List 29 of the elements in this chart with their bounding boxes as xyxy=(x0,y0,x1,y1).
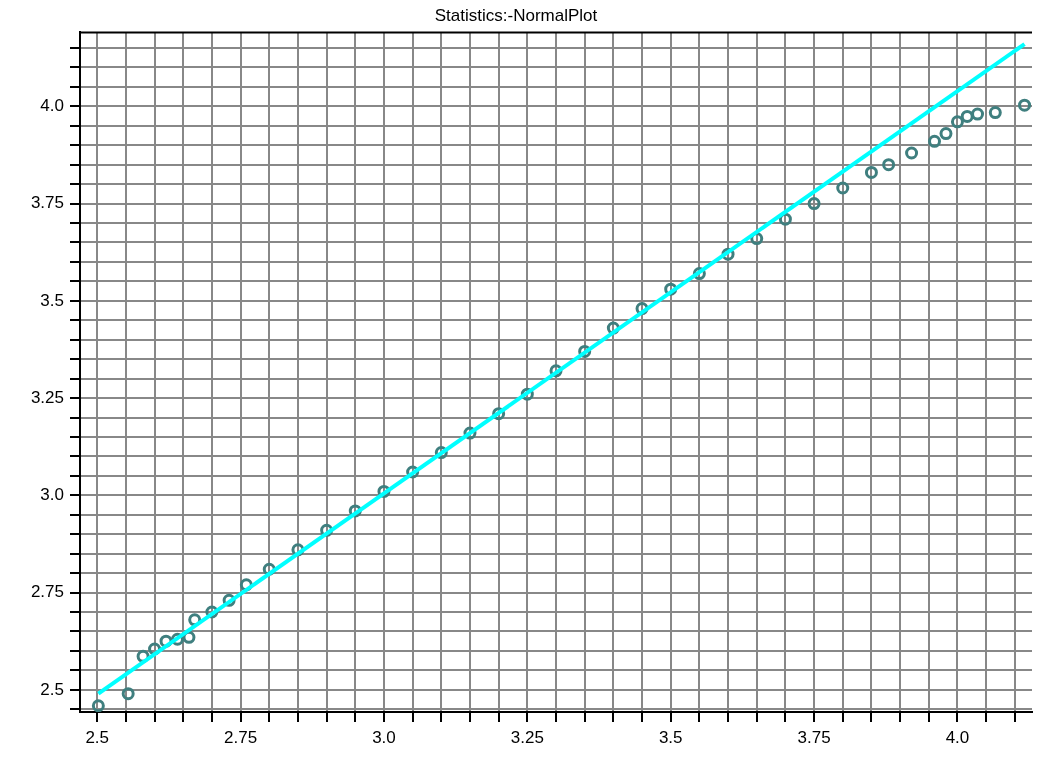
point xyxy=(807,197,821,211)
point xyxy=(928,134,942,148)
point xyxy=(882,158,896,172)
y-tick-label: 4.0 xyxy=(40,96,64,115)
x-tick-label: 4.0 xyxy=(945,727,970,747)
point xyxy=(1018,98,1032,112)
y-tick-label: 3.0 xyxy=(40,485,64,505)
point xyxy=(960,109,974,123)
point xyxy=(121,687,135,701)
x-tick-label: 2.75 xyxy=(224,727,258,747)
point xyxy=(939,127,953,141)
chart-title: Statistics:-NormalPlot xyxy=(434,5,598,25)
point xyxy=(91,699,105,712)
x-tick-label: 3.25 xyxy=(510,727,544,747)
y-tick-label: 3.25 xyxy=(30,387,64,407)
x-tick-label: 3.75 xyxy=(797,727,831,747)
point xyxy=(864,165,878,179)
point xyxy=(988,106,1002,120)
point xyxy=(905,146,919,160)
point xyxy=(836,181,850,195)
point xyxy=(971,107,985,121)
point xyxy=(950,115,964,129)
y-tick-label: 3.75 xyxy=(30,193,64,213)
x-tick-label: 2.5 xyxy=(85,727,110,747)
x-tick-label: 3.0 xyxy=(372,727,396,747)
y-tick-label: 3.5 xyxy=(40,290,64,310)
x-tick-label: 3.5 xyxy=(658,727,683,747)
y-tick-label: 2.75 xyxy=(30,582,64,602)
y-tick-label: 2.5 xyxy=(40,679,64,699)
